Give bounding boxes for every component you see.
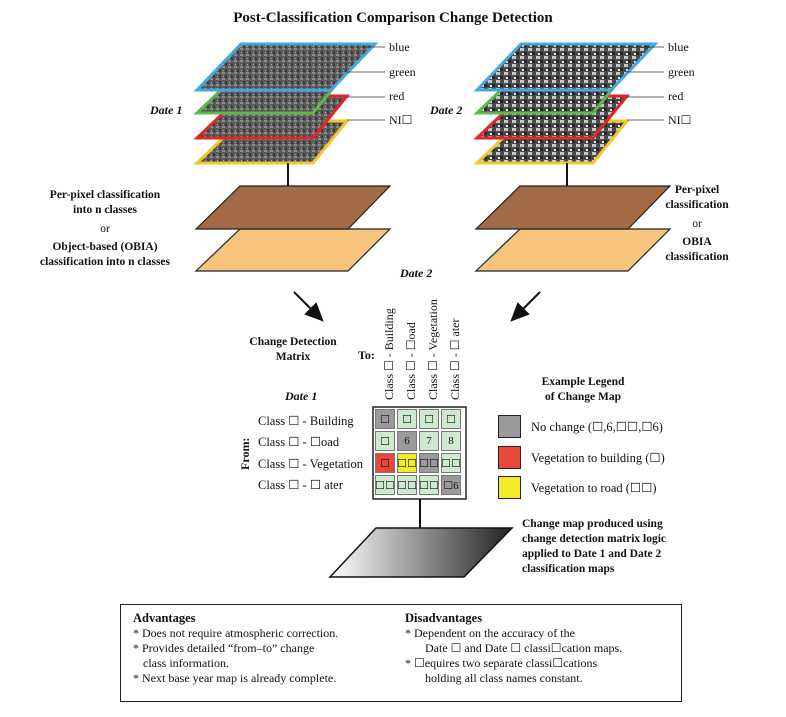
- matrix-cell-r2-c1: ☐: [375, 431, 395, 451]
- figure-title: Post-Classification Comparison Change De…: [233, 10, 553, 26]
- matrix-row-label-1: Class ☐ - Building: [258, 414, 354, 428]
- matrix-title: Change Detection Matrix: [238, 335, 348, 365]
- date1-pixel-layer: [194, 185, 392, 230]
- matrix-from-label: From:: [238, 437, 252, 470]
- matrix-title-line2: Matrix: [275, 351, 311, 363]
- date1-image-stack: [193, 42, 379, 165]
- matrix-cell-r4-c4: ☐6: [441, 475, 461, 495]
- date1-class-line3: Object-based (OBIA): [52, 241, 158, 253]
- matrix-date2-label: Date 2: [400, 266, 433, 280]
- legend-label-veg-building: Vegetation to building (☐): [531, 451, 665, 465]
- disadvantage-2: * ☐equires two separate classi☐cations: [405, 656, 598, 670]
- legend-title: Example Legend of Change Map: [518, 375, 648, 405]
- date2-pixel-layer: [474, 185, 672, 230]
- matrix-col-label-3: Class ☐ - Vegetation: [426, 299, 440, 400]
- matrix-arrows: [293, 291, 541, 322]
- matrix-cell-r3-c3: ☐☐: [419, 453, 439, 473]
- date1-object-layer: [194, 228, 392, 272]
- disadvantage-1: * Dependent on the accuracy of the: [405, 626, 575, 640]
- matrix-row-label-2: Class ☐ - ☐oad: [258, 435, 340, 449]
- matrix-cell-r4-c2: ☐☐: [397, 475, 417, 495]
- matrix-col-label-4: Class ☐ - ☐ ater: [448, 318, 462, 401]
- disadvantages-section: Disadvantages * Dependent on the accurac…: [405, 611, 622, 686]
- date2-object-layer: [474, 228, 672, 272]
- disadvantages-heading: Disadvantages: [405, 611, 483, 625]
- date2-class-line2: classification: [665, 199, 729, 211]
- change-map-line1: Change map produced using: [522, 518, 663, 530]
- legend-label-veg-road: Vegetation to road (☐☐): [531, 481, 657, 495]
- pros-cons-box: Advantages * Does not require atmospheri…: [120, 604, 682, 702]
- date1-band-nir: NI☐: [389, 113, 413, 127]
- date1-class-line1: Per-pixel classification: [49, 189, 161, 201]
- legend-label-no-change: No change (☐,6,☐☐,☐6): [531, 420, 663, 434]
- date2-class-line1: Per-pixel: [674, 184, 720, 196]
- date1-band-red: red: [389, 89, 405, 103]
- date1-class-or: or: [100, 223, 110, 235]
- date2-class-line3: OBIA: [682, 236, 712, 248]
- matrix-cell-r3-c1: ☐: [375, 453, 395, 473]
- date2-class-or: or: [692, 218, 702, 230]
- disadvantage-2-cont: holding all class names constant.: [425, 671, 583, 685]
- advantages-section: Advantages * Does not require atmospheri…: [133, 611, 338, 686]
- legend-swatch-no-change: [498, 415, 521, 438]
- date1-blue-layer: [193, 42, 379, 92]
- matrix-title-line1: Change Detection: [249, 336, 337, 348]
- matrix-cell-r3-c4: ☐☐: [441, 453, 461, 473]
- date1-label: Date 1: [150, 103, 183, 117]
- matrix-cell-r3-c2: ☐☐: [397, 453, 417, 473]
- date2-class-line4: classification: [665, 251, 729, 263]
- date1-classification-caption: Per-pixel classification into n classes …: [20, 188, 190, 270]
- date2-classification-layers: [474, 185, 672, 272]
- matrix-cell-r2-c3: 7: [419, 431, 439, 451]
- date2-label: Date 2: [430, 103, 463, 117]
- date2-classification-caption: Per-pixel classification or OBIA classif…: [652, 183, 742, 265]
- date2-band-green: green: [668, 65, 695, 79]
- matrix-cell-r1-c4: ☐: [441, 409, 461, 429]
- matrix-row-label-3: Class ☐ - Vegetation: [258, 457, 364, 471]
- advantage-2-cont: class information.: [143, 656, 229, 670]
- date1-band-blue: blue: [389, 40, 410, 54]
- band-leaders: [347, 46, 664, 121]
- legend-title-line2: of Change Map: [544, 391, 622, 403]
- matrix-row-label-4: Class ☐ - ☐ ater: [258, 478, 343, 492]
- advantages-heading: Advantages: [133, 611, 196, 625]
- date1-classification-layers: [194, 185, 392, 272]
- date2-blue-layer: [473, 42, 659, 92]
- change-map-line2: change detection matrix logic: [522, 533, 667, 545]
- advantage-3: * Next base year map is already complete…: [133, 671, 337, 685]
- date2-image-stack: [473, 42, 659, 165]
- matrix-cell-r1-c1: ☐: [375, 409, 395, 429]
- change-map-line4: classification maps: [522, 563, 615, 575]
- matrix-col-label-2: Class ☐ - ☐oad: [404, 322, 418, 400]
- matrix-cell-r4-c1: ☐☐: [375, 475, 395, 495]
- date1-class-line2: into n classes: [73, 204, 137, 216]
- matrix-cell-r1-c2: ☐: [397, 409, 417, 429]
- matrix-cell-r1-c3: ☐: [419, 409, 439, 429]
- change-map-line3: applied to Date 1 and Date 2: [522, 548, 662, 560]
- matrix-col-label-1: Class ☐ - Building: [382, 308, 396, 400]
- matrix-cell-r2-c4: 8: [441, 431, 461, 451]
- matrix-cell-r4-c3: ☐☐: [419, 475, 439, 495]
- advantage-2: * Provides detailed “from–to” change: [133, 641, 315, 655]
- matrix-cell-r2-c2: 6: [397, 431, 417, 451]
- date1-band-green: green: [389, 65, 416, 79]
- matrix-to-label: To:: [358, 348, 375, 362]
- date2-band-red: red: [668, 89, 684, 103]
- date2-band-blue: blue: [668, 40, 689, 54]
- change-map-caption: Change map produced using change detecti…: [522, 517, 666, 577]
- change-map: [328, 527, 514, 578]
- date2-band-nir: NI☐: [668, 113, 692, 127]
- date1-class-line4: classification into n classes: [39, 256, 170, 268]
- advantage-1: * Does not require atmospheric correctio…: [133, 626, 339, 640]
- matrix-date1-label: Date 1: [285, 389, 318, 403]
- legend-swatch-veg-building: [498, 446, 521, 469]
- legend-title-line1: Example Legend: [541, 376, 625, 388]
- legend-swatch-veg-road: [498, 476, 521, 499]
- disadvantage-1-cont: Date ☐ and Date ☐ classi☐cation maps.: [425, 641, 623, 655]
